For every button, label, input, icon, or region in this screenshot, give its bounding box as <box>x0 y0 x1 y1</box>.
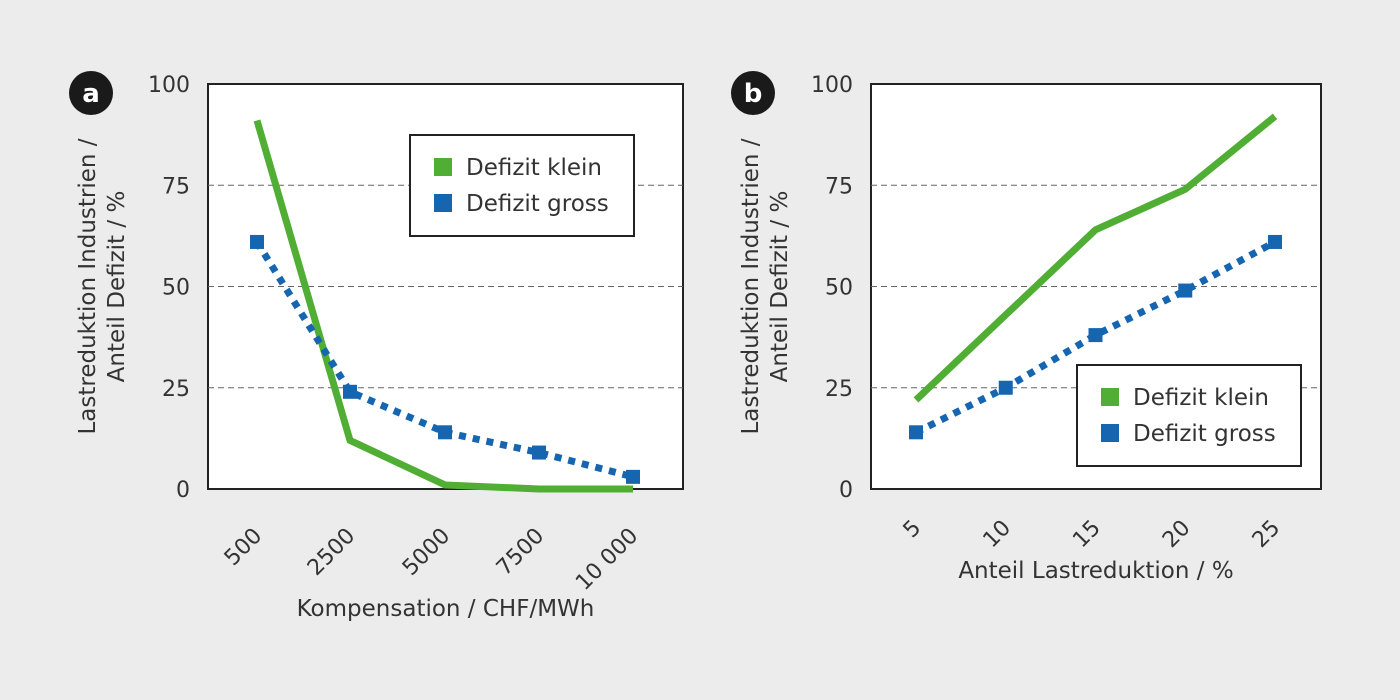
y-tick-label: 100 <box>148 73 190 98</box>
legend-box <box>1076 364 1302 467</box>
x-tick-label: 2500 <box>303 524 360 581</box>
data-point-defizit-gross <box>1088 328 1103 343</box>
legend-box <box>409 134 635 237</box>
data-point-defizit-gross <box>438 425 452 440</box>
y-axis-title: Lastreduktion Industrien / <box>75 138 101 434</box>
data-point-defizit-gross <box>909 425 923 440</box>
x-tick-label: 7500 <box>492 524 549 581</box>
series-line-defizit-gross <box>914 238 1277 436</box>
panel-badge <box>69 71 113 115</box>
x-tick-label: 10 <box>979 516 1016 553</box>
data-point-defizit-gross <box>250 234 264 249</box>
y-tick-label: 0 <box>176 478 190 503</box>
data-point-defizit-gross <box>626 469 640 484</box>
x-tick-label: 10 000 <box>571 524 643 596</box>
data-point-defizit-gross <box>343 384 357 399</box>
y-tick-label: 25 <box>162 377 190 402</box>
panel-badge <box>731 71 775 115</box>
y-axis-title: Anteil Defizit / % <box>104 191 130 383</box>
panel-label: a <box>82 79 100 109</box>
legend-entry: Defizit gross <box>1133 421 1276 447</box>
legend-entry: Defizit gross <box>466 191 609 217</box>
chart-panel-a: 0 25 50 75 100 500 2500 5000 7500 10 000 Lastreduk… <box>69 71 684 622</box>
y-axis-title: Anteil Defizit / % <box>767 191 793 383</box>
y-tick-label: 50 <box>162 276 190 301</box>
data-point-defizit-gross <box>998 380 1013 395</box>
x-tick-label: 5 <box>899 516 927 544</box>
y-tick-label: 0 <box>839 478 853 503</box>
panel-label: b <box>744 79 763 109</box>
legend-swatch <box>1101 388 1119 406</box>
y-tick-label: 75 <box>162 174 190 199</box>
y-tick-label: 25 <box>825 377 853 402</box>
data-point-defizit-gross <box>1178 283 1193 298</box>
legend-entry: Defizit klein <box>466 155 602 181</box>
y-tick-label: 75 <box>825 174 853 199</box>
legend-swatch <box>1101 424 1119 442</box>
y-axis-title: Lastreduktion Industrien / <box>738 138 764 434</box>
legend-swatch <box>434 158 452 176</box>
legend-swatch <box>434 194 452 212</box>
series-line-defizit-klein <box>913 113 1278 403</box>
x-axis-title: Anteil Lastreduktion / % <box>958 558 1233 584</box>
series-line-defizit-klein <box>253 119 633 493</box>
chart-panel-b: 0 25 50 75 100 5 10 15 20 25 Lastreduktion Industr… <box>731 71 1322 584</box>
y-tick-label: 100 <box>811 73 853 98</box>
x-tick-label: 20 <box>1158 516 1195 553</box>
x-axis-title: Kompensation / CHF/MWh <box>297 596 595 622</box>
data-point-defizit-gross <box>532 445 546 460</box>
legend-entry: Defizit klein <box>1133 385 1269 411</box>
x-tick-label: 25 <box>1248 516 1285 553</box>
x-tick-label: 5000 <box>398 524 455 581</box>
x-tick-label: 15 <box>1068 516 1105 553</box>
x-tick-label: 500 <box>220 524 267 571</box>
series-line-defizit-gross <box>254 240 634 481</box>
y-tick-label: 50 <box>825 276 853 301</box>
data-point-defizit-gross <box>1268 234 1282 249</box>
